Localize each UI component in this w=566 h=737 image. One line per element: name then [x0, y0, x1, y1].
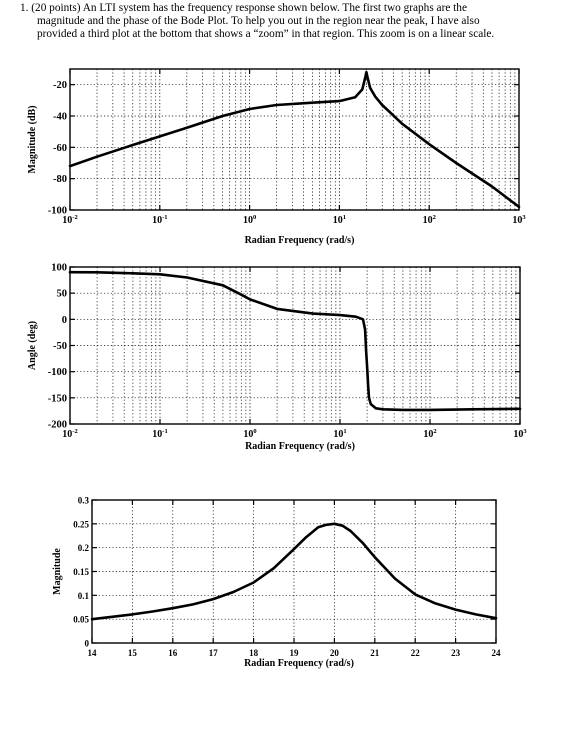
x-axis-label: Radian Frequency (rad/s) [245, 441, 355, 452]
y-tick-label: -60 [53, 143, 67, 154]
x-tick-label: 103 [513, 428, 527, 440]
y-tick-label: -50 [53, 341, 67, 352]
x-tick-label: 15 [128, 648, 138, 658]
x-tick-label: 10-2 [62, 428, 77, 440]
x-tick-label: 101 [333, 428, 346, 440]
y-tick-label: 0.05 [73, 615, 89, 625]
x-tick-label: 14 [88, 648, 98, 658]
x-tick-label: 100 [243, 428, 256, 440]
x-tick-label: 10-2 [62, 214, 77, 226]
y-tick-label: -150 [48, 393, 67, 404]
y-tick-label: 0.2 [78, 543, 90, 553]
series-line [68, 270, 522, 412]
x-tick-label: 22 [411, 648, 421, 658]
y-tick-label: -80 [53, 174, 67, 185]
plot-frame [69, 68, 520, 211]
y-tick-label: -200 [48, 420, 67, 431]
problem-line: magnitude and the phase of the Bode Plot… [37, 15, 480, 27]
series-line [90, 522, 498, 621]
x-tick-label: 103 [512, 214, 526, 226]
x-tick-label: 102 [423, 428, 436, 440]
y-tick-label: 50 [57, 289, 68, 300]
x-tick-label: 101 [333, 214, 346, 226]
x-tick-label: 23 [451, 648, 461, 658]
x-tick-label: 102 [423, 214, 436, 226]
y-tick-label: 0.1 [78, 591, 90, 601]
x-tick-label: 20 [330, 648, 340, 658]
y-tick-label: -100 [48, 367, 67, 378]
x-tick-label: 16 [168, 648, 178, 658]
y-tick-label: 0 [85, 639, 90, 649]
x-tick-label: 18 [249, 648, 259, 658]
x-tick-label: 10-1 [152, 214, 167, 226]
y-axis-label: Magnitude (dB) [27, 105, 38, 173]
x-tick-label: 100 [243, 214, 256, 226]
y-tick-label: -20 [53, 80, 67, 91]
x-tick-label: 24 [492, 648, 502, 658]
series-line [68, 70, 521, 209]
y-tick-label: 0.25 [73, 519, 89, 529]
zoom-magnitude-plot: 0 0.05 0.1 0.15 0.2 0.25 0.3 14 15 16 17 18 19 20 21 22… [52, 496, 501, 670]
y-tick-label: 0.3 [78, 496, 90, 506]
x-tick-label: 21 [370, 648, 380, 658]
x-tick-label: 17 [209, 648, 219, 658]
y-tick-label: -100 [48, 206, 67, 217]
y-tick-label: -40 [53, 112, 67, 123]
y-tick-label: 100 [51, 263, 67, 274]
y-tick-label: 0 [62, 315, 67, 326]
problem-line: 1. (20 points) An LTI system has the fre… [20, 2, 467, 14]
y-tick-label: 0.15 [73, 567, 89, 577]
problem-line: provided a third plot at the bottom that… [37, 28, 495, 40]
y-axis-label: Magnitude [52, 548, 63, 595]
x-axis-label: Radian Frequency (rad/s) [245, 235, 355, 246]
y-axis-label: Angle (deg) [27, 321, 38, 370]
x-axis-label: Radian Frequency (rad/s) [244, 658, 354, 669]
x-tick-label: 10-1 [152, 428, 167, 440]
x-tick-label: 19 [290, 648, 300, 658]
